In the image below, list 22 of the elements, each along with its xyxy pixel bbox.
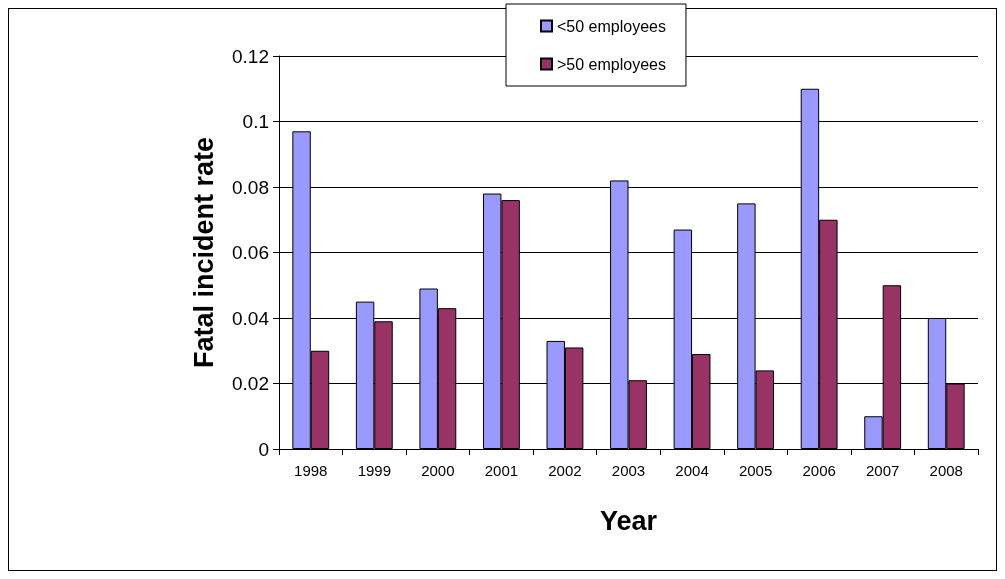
y-axis-title: Fatal incident rate	[188, 136, 219, 369]
x-tick-label: 2000	[421, 462, 455, 479]
x-tick-label: 2003	[611, 462, 646, 479]
y-tick-label: 0.06	[232, 242, 269, 263]
y-tick-label: 0.02	[232, 373, 269, 394]
x-tick-label: 1999	[357, 462, 392, 479]
y-tick-label: 0.1	[242, 111, 269, 132]
x-axis-title: Year	[599, 505, 658, 536]
x-tick-label: 2002	[548, 462, 582, 479]
x-tick-label: 2008	[929, 462, 963, 479]
x-tick-label: 2007	[865, 462, 900, 479]
x-tick-label: 2006	[802, 462, 836, 479]
legend-label: >50 employees	[557, 55, 666, 73]
y-tick-label: 0.08	[232, 176, 269, 198]
y-tick-label: 0	[258, 438, 269, 460]
x-tick-label: 2004	[675, 462, 709, 479]
y-tick-label: 0.12	[232, 45, 269, 67]
y-tick-label: 0.04	[232, 307, 270, 329]
legend-label: <50 employees	[557, 17, 666, 35]
x-tick-label: 1998	[294, 462, 328, 479]
x-tick-label: 2001	[484, 462, 519, 479]
x-tick-label: 2005	[738, 462, 773, 479]
